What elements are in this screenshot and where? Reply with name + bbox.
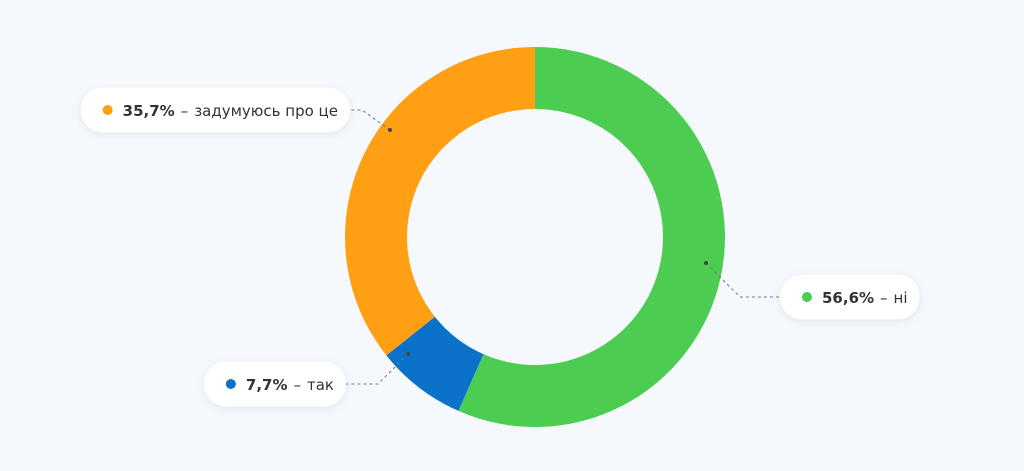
category-label: так (307, 376, 334, 394)
legend-dot (102, 105, 113, 115)
separator: – (880, 289, 888, 307)
label-box (80, 87, 350, 133)
donut-slice (344, 47, 535, 356)
label-box (780, 274, 920, 320)
leader-line (705, 262, 780, 298)
separator: – (181, 102, 189, 120)
separator: – (294, 376, 302, 394)
category-label: задумуюсь про це (194, 102, 338, 120)
donut-slice (458, 47, 726, 428)
slice-label: 7,7% – так (246, 376, 334, 394)
legend-dot (802, 292, 812, 302)
label-pill: 56,6% – ні (780, 274, 920, 320)
label-box (203, 361, 346, 407)
leader-line (346, 353, 409, 385)
value-label: 7,7% (246, 376, 288, 394)
category-label: ні (894, 289, 908, 307)
legend-dot (225, 379, 236, 389)
donut-slice (386, 316, 484, 411)
label-pill: 7,7% – так (203, 361, 346, 407)
slice-label: 56,6% – ні (822, 289, 908, 307)
value-label: 56,6% (822, 289, 874, 307)
value-label: 35,7% (123, 102, 175, 120)
label-pill: 35,7% – задумуюсь про це (80, 87, 350, 133)
leader-dot (406, 352, 410, 356)
slice-label: 35,7% – задумуюсь про це (123, 102, 338, 120)
leader-dot (704, 261, 708, 265)
leader-line (350, 109, 391, 131)
leader-dot (388, 128, 392, 132)
